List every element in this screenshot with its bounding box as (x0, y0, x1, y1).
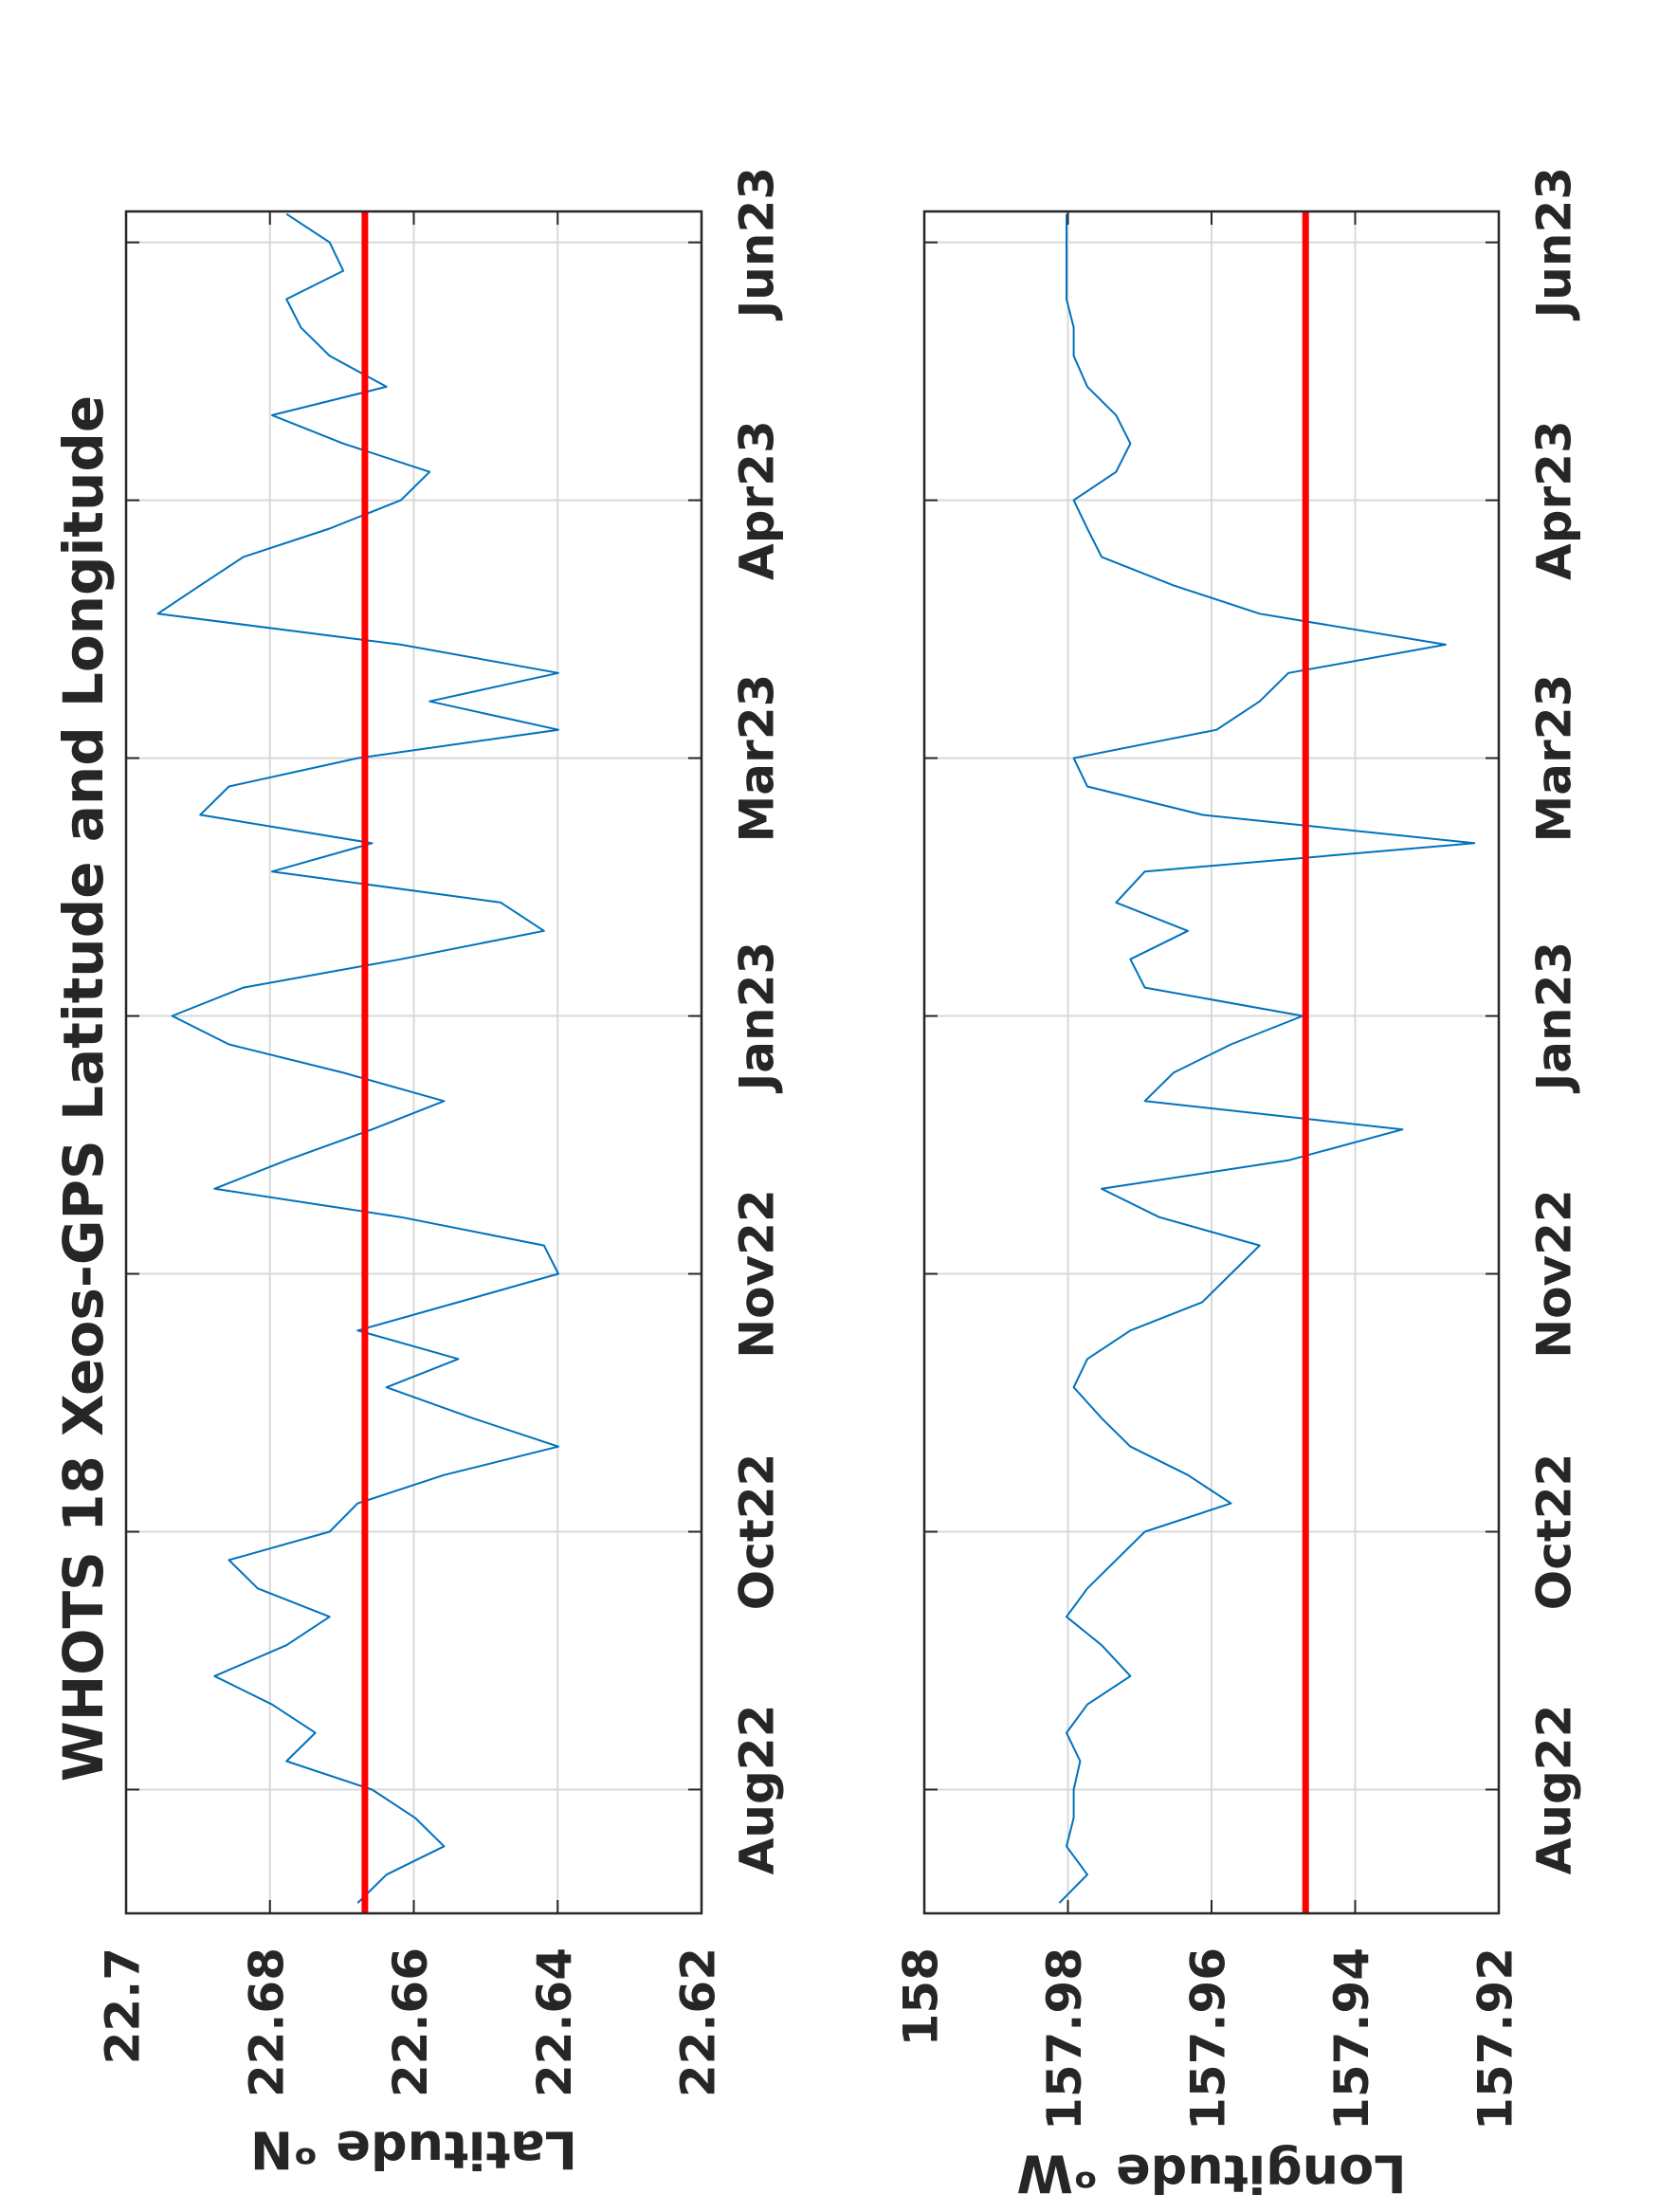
x-tick-label: Jun23 (1527, 167, 1582, 320)
x-tick-label: Mar23 (730, 674, 785, 843)
x-tick-label: Jan23 (1527, 941, 1582, 1094)
y-tick-label: 22.64 (527, 1947, 582, 2097)
x-tick-label: Apr23 (1527, 420, 1582, 580)
x-tick-label: Nov22 (730, 1189, 785, 1358)
rotated-figure: WHOTS 18 Xeos-GPS Latitude and Longitude… (51, 167, 1581, 2203)
x-tick-label: Oct22 (730, 1453, 785, 1611)
y-tick-label: 157.92 (1468, 1947, 1523, 2130)
data-line (156, 212, 559, 1904)
x-tick-label: Mar23 (1527, 674, 1582, 843)
x-tick-label: Apr23 (730, 420, 785, 580)
chart-title: WHOTS 18 Xeos-GPS Latitude and Longitude (51, 395, 116, 1782)
x-tick-label: Jun23 (730, 167, 785, 320)
y-tick-label: 22.7 (96, 1947, 151, 2064)
x-tick-label: Jan23 (730, 941, 785, 1094)
y-tick-label: 22.68 (239, 1947, 294, 2097)
plot-frame (124, 210, 703, 1915)
y-tick-label: 157.96 (1181, 1947, 1236, 2130)
x-tick-label: Nov22 (1527, 1189, 1582, 1358)
y-tick-label: 22.62 (671, 1947, 726, 2097)
data-line (1058, 213, 1476, 1904)
plot-frame (922, 210, 1501, 1915)
y-axis-label: Longitude ᵒW (1016, 2143, 1406, 2203)
y-axis-label: Latitude ᵒN (250, 2119, 577, 2179)
x-tick-label: Aug22 (730, 1705, 785, 1875)
x-tick-label: Aug22 (1527, 1705, 1582, 1875)
y-tick-label: 157.94 (1324, 1947, 1379, 2130)
x-tick-label: Oct22 (1527, 1453, 1582, 1611)
y-tick-label: 158 (894, 1947, 949, 2046)
y-tick-label: 22.66 (383, 1947, 438, 2097)
y-tick-label: 157.98 (1037, 1947, 1092, 2130)
